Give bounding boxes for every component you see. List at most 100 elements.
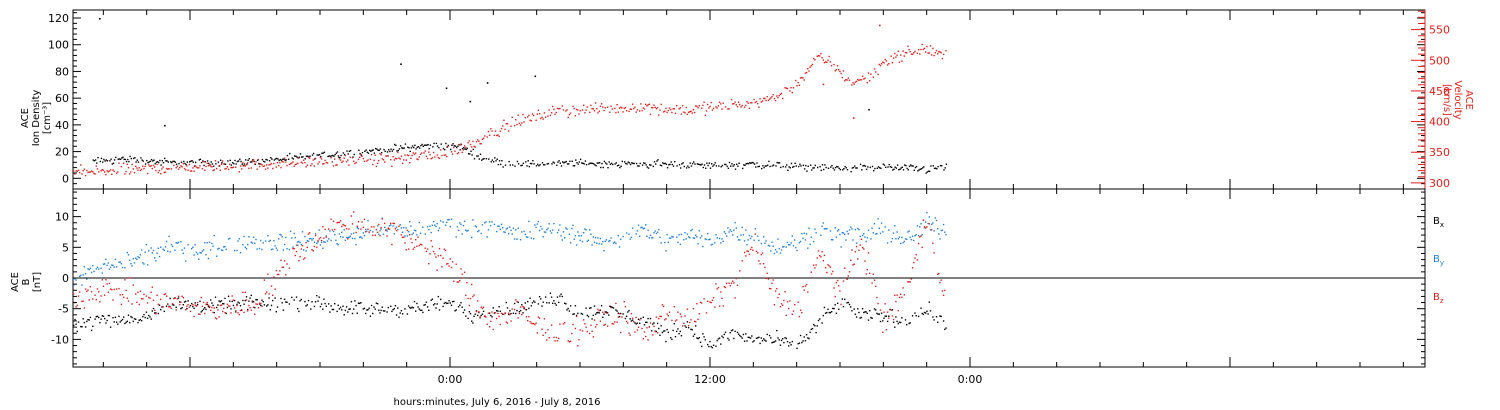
velocity-point [698, 105, 700, 107]
velocity-point [727, 108, 729, 110]
by-point [124, 267, 126, 269]
by-point [848, 229, 851, 231]
bz-point [661, 304, 664, 306]
density-point [340, 154, 342, 157]
bz-point [596, 323, 598, 326]
by-point [455, 236, 457, 238]
velocity-point [902, 50, 904, 52]
bz-point [571, 332, 573, 335]
bx-point [139, 318, 142, 321]
bx-point [616, 310, 618, 312]
by-point [651, 237, 653, 239]
density-point [935, 167, 937, 169]
density-point [531, 162, 533, 165]
density-point [404, 143, 407, 145]
velocity-point [478, 140, 480, 142]
density-point [584, 160, 587, 162]
bx-point [226, 306, 229, 309]
bz-point [143, 293, 145, 296]
density-point [892, 169, 894, 171]
density-point [529, 162, 532, 165]
bx-point [854, 313, 857, 315]
bx-point [247, 308, 249, 311]
bz-point [865, 273, 867, 275]
by-point [80, 274, 82, 277]
bx-point [442, 305, 444, 308]
by-point [146, 264, 149, 266]
bz-point [599, 320, 602, 322]
bz-point [156, 294, 158, 296]
velocity-point [319, 156, 322, 159]
velocity-point [79, 171, 81, 174]
density-point [402, 147, 404, 150]
bx-point [196, 304, 199, 306]
bx-point [261, 299, 263, 301]
bx-point [291, 296, 293, 299]
by-point [278, 238, 280, 240]
bz-point [449, 258, 451, 260]
bz-point [544, 332, 547, 334]
velocity-point [903, 55, 905, 57]
bx-point [618, 315, 621, 318]
bx-point [493, 312, 496, 314]
bz-point [231, 295, 233, 297]
bz-point [106, 283, 108, 285]
by-point [931, 223, 933, 226]
by-point [776, 251, 778, 253]
velocity-point [518, 122, 521, 125]
density-point [479, 153, 482, 155]
by-point [300, 243, 302, 246]
velocity-point [139, 169, 142, 172]
by-point [138, 257, 140, 259]
density-point [805, 164, 807, 167]
bx-point [149, 316, 151, 318]
by-point [298, 240, 300, 243]
bz-point [730, 282, 733, 284]
density-point [657, 159, 659, 161]
bz-point [351, 223, 354, 225]
bz-point [236, 304, 238, 307]
density-point [93, 160, 96, 162]
by-point [920, 223, 922, 225]
density-point [140, 157, 142, 159]
density-point [921, 167, 924, 169]
velocity-point [799, 77, 802, 79]
density-point [788, 166, 790, 168]
bz-point [853, 263, 855, 265]
velocity-point [77, 169, 80, 171]
density-point [129, 155, 131, 158]
bx-point [733, 337, 735, 340]
by-point [941, 229, 944, 231]
velocity-point [510, 125, 512, 127]
bz-point [418, 244, 420, 247]
bx-point [92, 325, 94, 327]
density-point [266, 159, 268, 161]
bx-point [651, 330, 653, 332]
bz-point [680, 315, 683, 318]
by-point [685, 238, 687, 240]
density-point [122, 156, 124, 158]
bz-point [441, 266, 443, 268]
by-point [851, 228, 853, 230]
bz-point [300, 248, 302, 250]
by-point [548, 223, 550, 225]
bz-point [886, 311, 889, 313]
bx-point [542, 301, 544, 303]
bx-point [610, 306, 612, 308]
density-point [669, 163, 671, 166]
bz-point [741, 260, 743, 262]
density-point [504, 164, 507, 166]
bz-point [273, 276, 275, 278]
by-point [822, 222, 824, 224]
density-point [544, 164, 546, 166]
bz-point [828, 265, 830, 267]
bx-point [855, 316, 858, 318]
bx-point [435, 307, 437, 309]
velocity-point [336, 164, 338, 166]
by-point [429, 225, 431, 227]
bz-point [436, 269, 438, 271]
density-point [678, 164, 681, 166]
bz-point [395, 230, 398, 232]
by-point [562, 231, 565, 233]
velocity-point [686, 113, 689, 115]
